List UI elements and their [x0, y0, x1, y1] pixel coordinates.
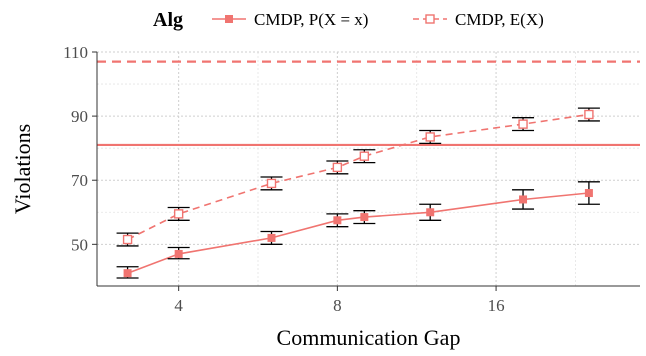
data-point — [518, 119, 528, 129]
legend-entry-e-x: CMDP, E(X) — [413, 10, 544, 29]
y-tick-label: 50 — [71, 235, 88, 254]
legend-entry-p-x: CMDP, P(X = x) — [212, 10, 368, 29]
series-1 — [116, 107, 600, 247]
x-tick-label: 4 — [174, 296, 183, 315]
legend-swatch-marker — [425, 14, 435, 24]
data-point — [584, 189, 593, 198]
series-line — [127, 113, 590, 241]
data-point — [122, 234, 133, 245]
data-point — [333, 216, 342, 225]
data-point — [123, 269, 132, 278]
data-point — [584, 109, 594, 120]
x-tick-label: 16 — [488, 296, 505, 315]
data-point — [519, 195, 528, 204]
series-line — [127, 192, 589, 274]
reference-lines — [97, 60, 640, 147]
legend-title: Alg — [153, 9, 183, 31]
legend: Alg CMDP, P(X = x) CMDP, E(X) — [153, 9, 544, 31]
axes: 50 70 90 110 4 8 16 — [63, 43, 640, 315]
data-point — [267, 233, 276, 242]
x-axis-title: Communication Gap — [277, 325, 461, 350]
x-tick-label: 8 — [333, 296, 342, 315]
data-point — [173, 209, 184, 219]
y-tick-label: 90 — [71, 107, 88, 126]
data-point — [266, 178, 277, 189]
y-tick-label: 70 — [71, 171, 88, 190]
data-point — [360, 213, 369, 222]
data-point — [359, 151, 370, 161]
y-axis-title: Violations — [10, 124, 35, 214]
y-tick-label: 110 — [63, 43, 88, 62]
data-point — [426, 208, 435, 217]
series-0 — [116, 181, 600, 279]
legend-swatch-marker — [225, 15, 233, 23]
legend-label: CMDP, P(X = x) — [254, 10, 368, 29]
legend-label: CMDP, E(X) — [455, 10, 544, 29]
data-point — [332, 162, 343, 173]
data-point — [174, 249, 183, 258]
data-point — [425, 132, 435, 142]
series-layer — [116, 107, 600, 279]
